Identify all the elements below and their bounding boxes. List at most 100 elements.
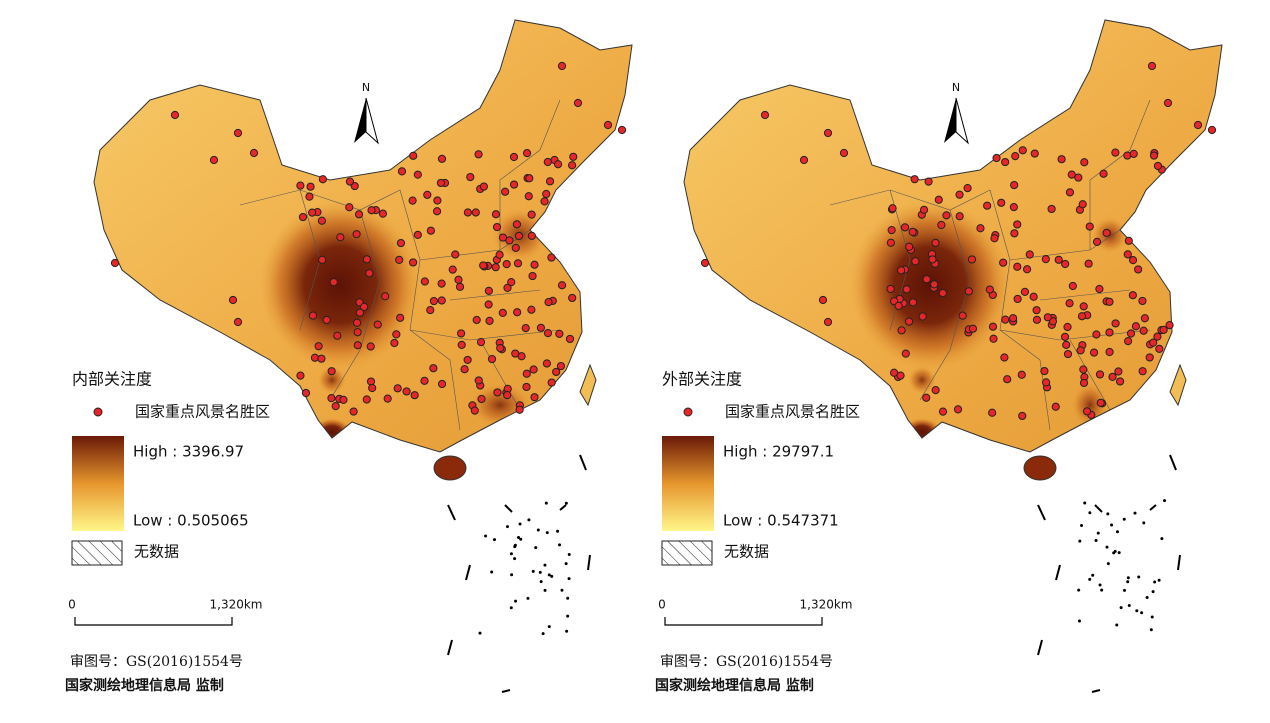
scenic-spot: [1000, 353, 1009, 362]
island: [1160, 537, 1164, 541]
island: [1145, 595, 1149, 599]
scenic-spot: [1047, 204, 1056, 214]
scenic-spot: [555, 329, 564, 338]
scenic-spot: [552, 367, 561, 377]
island: [1122, 588, 1126, 592]
scenic-spot: [296, 371, 305, 380]
scenic-spot: [512, 220, 522, 229]
scenic-spot: [1010, 229, 1019, 238]
scenic-spot: [547, 378, 556, 387]
scenic-spot: [527, 305, 536, 314]
island: [1163, 499, 1167, 503]
island: [1122, 517, 1126, 521]
scenic-spot: [507, 278, 516, 287]
scenic-spot: [495, 250, 504, 259]
scenic-spot: [543, 157, 552, 167]
scenic-spot: [823, 128, 833, 138]
island: [490, 570, 494, 574]
scenic-spot: [992, 153, 1001, 163]
scenic-spot: [887, 225, 896, 235]
scenic-spot: [426, 305, 435, 315]
scenic-spot: [557, 61, 567, 71]
island: [1119, 606, 1123, 610]
scenic-spot: [1079, 302, 1088, 311]
scenic-spot: [527, 210, 536, 219]
scenic-spot: [1054, 255, 1063, 264]
scenic-spot: [1078, 200, 1087, 209]
scenic-spot: [420, 277, 429, 286]
island: [1115, 530, 1119, 534]
scenic-spot: [318, 175, 327, 184]
boundary-dash: [504, 504, 513, 513]
scenic-spot: [908, 227, 917, 237]
scenic-spot: [301, 388, 311, 398]
scenic-spot: [894, 301, 903, 311]
scenic-spot: [249, 148, 259, 158]
scenic-spot: [511, 349, 520, 358]
island: [527, 518, 531, 522]
island: [1105, 545, 1109, 549]
island: [1110, 523, 1114, 527]
scenic-spot: [1085, 222, 1094, 231]
scale-end: 1,320km: [800, 598, 853, 612]
scenic-spot: [617, 125, 627, 135]
scenic-spot: [329, 278, 338, 287]
boundary-dash: [1055, 564, 1061, 581]
scenic-spot: [322, 315, 331, 325]
scenic-spot: [1099, 169, 1108, 178]
scenic-spot: [1155, 344, 1164, 354]
boundary-dash: [465, 564, 471, 581]
scenic-spot: [1018, 411, 1027, 421]
scenic-spot: [1001, 315, 1010, 324]
scenic-spot: [509, 180, 519, 189]
scenic-spot: [305, 192, 314, 201]
island: [1115, 623, 1119, 627]
scenic-spot: [474, 376, 483, 385]
scenic-spot: [931, 238, 940, 247]
scenic-spot: [897, 266, 906, 275]
legend-point-label: 国家重点风景名胜区: [725, 403, 860, 421]
scenic-spot: [474, 150, 483, 159]
scenic-spot: [990, 234, 999, 243]
island: [519, 537, 523, 541]
scenic-spot: [513, 259, 523, 268]
island: [1150, 615, 1154, 619]
island: [547, 625, 551, 629]
island: [1153, 580, 1157, 584]
boundary-dash: [1177, 554, 1181, 571]
island: [564, 501, 568, 505]
scenic-spot: [515, 405, 524, 414]
scenic-spot: [457, 329, 466, 338]
scenic-spot: [897, 326, 906, 335]
scenic-spot: [573, 98, 583, 108]
scenic-spot: [910, 175, 919, 184]
scenic-spot: [1082, 407, 1092, 416]
island: [545, 531, 549, 535]
island: [509, 606, 513, 610]
legend-dot: [683, 407, 693, 417]
scenic-spot: [1084, 259, 1093, 268]
boundary-dash: [1149, 504, 1157, 511]
scenic-spot: [1025, 250, 1034, 259]
scenic-spot: [484, 300, 493, 309]
scenic-spot: [968, 324, 978, 333]
province-border: [1069, 339, 1111, 411]
scenic-spot: [1163, 98, 1173, 108]
scenic-spot: [413, 170, 422, 179]
legend-low: Low : 0.547371: [723, 512, 839, 530]
hainan: [433, 455, 467, 481]
scenic-spot: [327, 367, 336, 376]
scenic-spot: [402, 387, 411, 396]
scenic-spot: [1102, 228, 1111, 238]
scenic-spot: [426, 226, 435, 235]
scenic-spot: [498, 233, 508, 242]
scenic-spot: [1060, 332, 1070, 341]
scenic-spot: [905, 242, 914, 251]
island: [1149, 628, 1153, 632]
scenic-spot: [1159, 325, 1168, 334]
scenic-spot: [760, 110, 770, 120]
scenic-spot: [922, 275, 931, 284]
scenic-spot: [451, 250, 460, 259]
scenic-spot: [568, 161, 577, 170]
scenic-spot: [501, 187, 510, 196]
